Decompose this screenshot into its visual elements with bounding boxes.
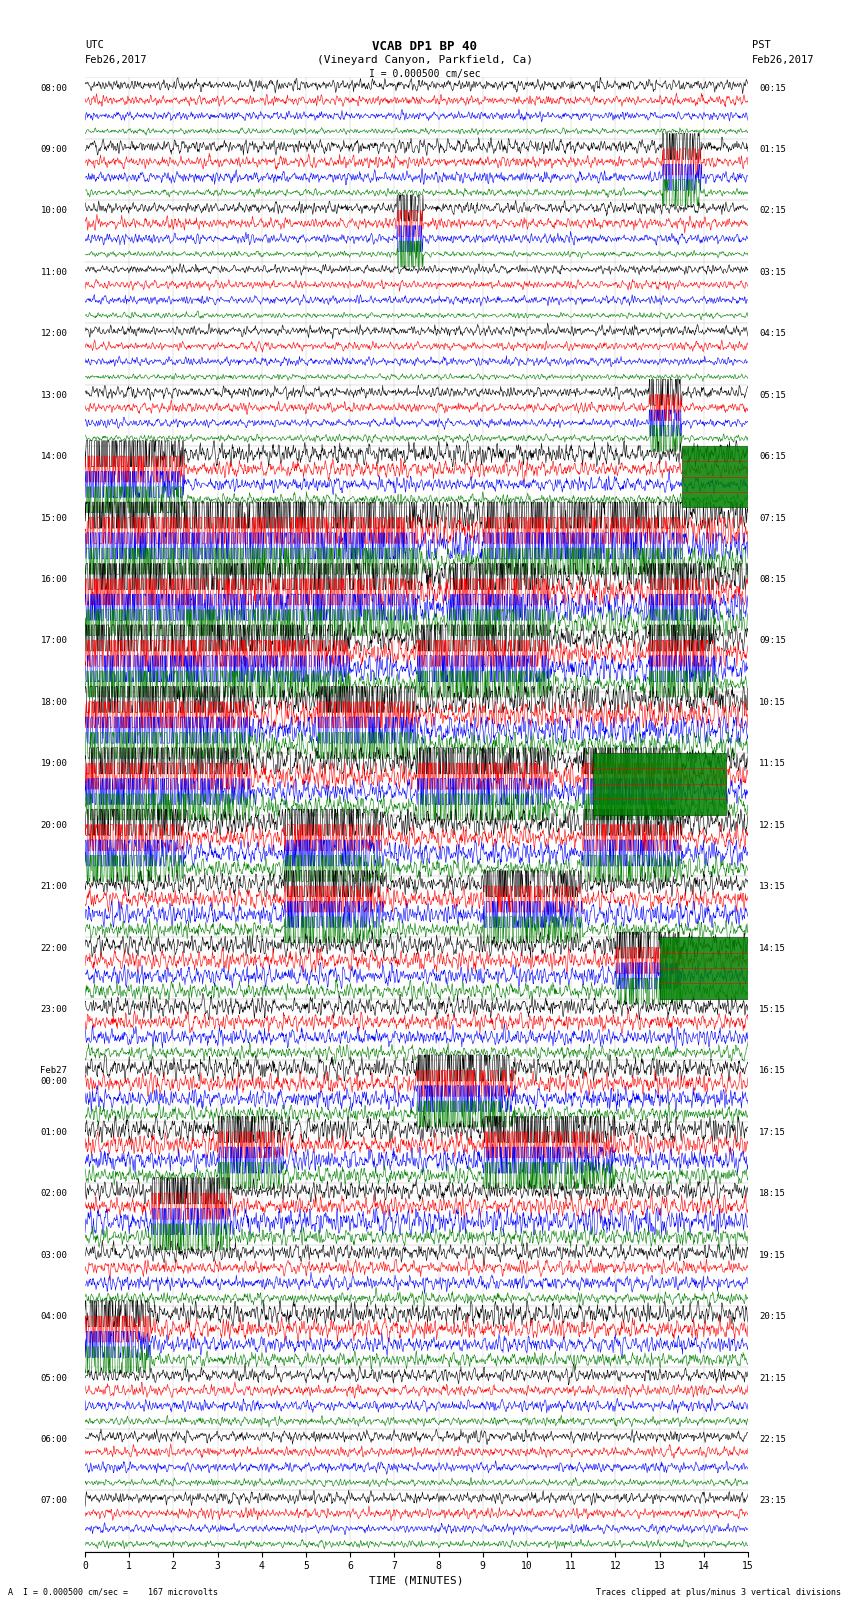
Text: 22:15: 22:15	[759, 1436, 786, 1444]
Text: 11:00: 11:00	[41, 268, 67, 277]
Text: 22:00: 22:00	[41, 944, 67, 953]
Text: VCAB DP1 BP 40: VCAB DP1 BP 40	[372, 40, 478, 53]
Text: 02:15: 02:15	[759, 206, 786, 216]
Text: 03:15: 03:15	[759, 268, 786, 277]
Text: 00:15: 00:15	[759, 84, 786, 92]
Text: 19:00: 19:00	[41, 760, 67, 768]
Text: Feb27
00:00: Feb27 00:00	[41, 1066, 67, 1086]
Bar	[593, 753, 726, 815]
Text: 06:15: 06:15	[759, 452, 786, 461]
Text: 01:15: 01:15	[759, 145, 786, 153]
Text: 10:15: 10:15	[759, 698, 786, 706]
Text: 07:00: 07:00	[41, 1497, 67, 1505]
Text: 13:15: 13:15	[759, 882, 786, 890]
Text: 03:00: 03:00	[41, 1250, 67, 1260]
Text: 04:15: 04:15	[759, 329, 786, 339]
Text: 21:15: 21:15	[759, 1374, 786, 1382]
Text: 11:15: 11:15	[759, 760, 786, 768]
Text: 20:00: 20:00	[41, 821, 67, 829]
Text: I = 0.000500 cm/sec: I = 0.000500 cm/sec	[369, 69, 481, 79]
Text: 23:00: 23:00	[41, 1005, 67, 1015]
Text: 17:00: 17:00	[41, 637, 67, 645]
Bar	[682, 447, 748, 508]
Text: 08:00: 08:00	[41, 84, 67, 92]
Text: 15:00: 15:00	[41, 513, 67, 523]
Bar	[660, 937, 748, 998]
Text: 14:15: 14:15	[759, 944, 786, 953]
Text: A  I = 0.000500 cm/sec =    167 microvolts: A I = 0.000500 cm/sec = 167 microvolts	[8, 1587, 218, 1597]
Text: 15:15: 15:15	[759, 1005, 786, 1015]
Text: (Vineyard Canyon, Parkfield, Ca): (Vineyard Canyon, Parkfield, Ca)	[317, 55, 533, 65]
Text: 08:15: 08:15	[759, 574, 786, 584]
Text: PST: PST	[752, 40, 771, 50]
Text: 18:00: 18:00	[41, 698, 67, 706]
Text: 09:00: 09:00	[41, 145, 67, 153]
Text: 21:00: 21:00	[41, 882, 67, 890]
Text: 06:00: 06:00	[41, 1436, 67, 1444]
Text: 13:00: 13:00	[41, 390, 67, 400]
Text: Feb26,2017: Feb26,2017	[752, 55, 815, 65]
Text: Traces clipped at plus/minus 3 vertical divisions: Traces clipped at plus/minus 3 vertical …	[597, 1587, 842, 1597]
Text: 16:15: 16:15	[759, 1066, 786, 1076]
Text: 16:00: 16:00	[41, 574, 67, 584]
Text: 14:00: 14:00	[41, 452, 67, 461]
Text: 18:15: 18:15	[759, 1189, 786, 1198]
Text: 01:00: 01:00	[41, 1127, 67, 1137]
X-axis label: TIME (MINUTES): TIME (MINUTES)	[369, 1576, 464, 1586]
Text: 12:00: 12:00	[41, 329, 67, 339]
Text: 19:15: 19:15	[759, 1250, 786, 1260]
Text: 04:00: 04:00	[41, 1311, 67, 1321]
Text: UTC: UTC	[85, 40, 104, 50]
Text: Feb26,2017: Feb26,2017	[85, 55, 148, 65]
Text: 10:00: 10:00	[41, 206, 67, 216]
Text: 05:00: 05:00	[41, 1374, 67, 1382]
Text: 02:00: 02:00	[41, 1189, 67, 1198]
Text: 05:15: 05:15	[759, 390, 786, 400]
Text: 23:15: 23:15	[759, 1497, 786, 1505]
Text: 07:15: 07:15	[759, 513, 786, 523]
Text: 17:15: 17:15	[759, 1127, 786, 1137]
Text: 20:15: 20:15	[759, 1311, 786, 1321]
Text: 09:15: 09:15	[759, 637, 786, 645]
Text: 12:15: 12:15	[759, 821, 786, 829]
